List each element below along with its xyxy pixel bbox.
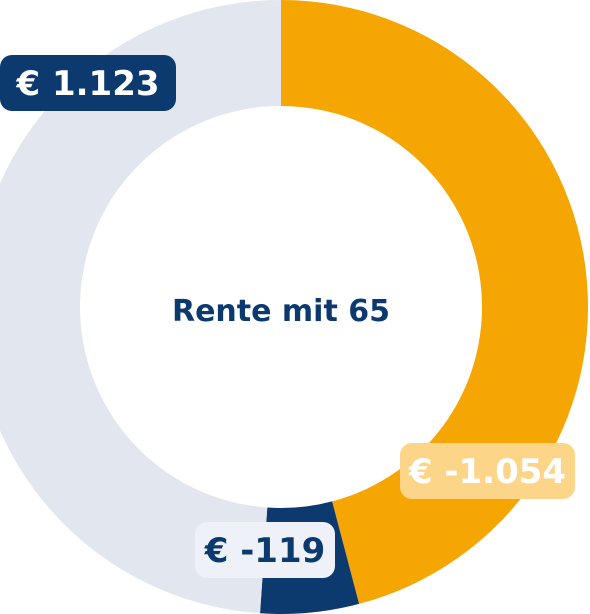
donut-slice-2 bbox=[0, 0, 281, 614]
slice-label-bg-0 bbox=[400, 443, 575, 499]
slice-label-bg-1 bbox=[195, 522, 335, 578]
slice-label-2: € 1.123 bbox=[0, 55, 176, 111]
slice-label-bg-2 bbox=[0, 55, 176, 111]
slice-labels: € -1.054 € -119 € 1.123 bbox=[0, 55, 575, 578]
slice-label-1: € -119 bbox=[195, 522, 335, 578]
chart-title: Rente mit 65 bbox=[172, 294, 390, 329]
slice-label-text-0: € -1.054 bbox=[408, 452, 566, 492]
slice-label-0: € -1.054 bbox=[400, 443, 575, 499]
slice-label-text-1: € -119 bbox=[204, 531, 326, 571]
slice-label-text-2: € 1.123 bbox=[15, 64, 159, 104]
